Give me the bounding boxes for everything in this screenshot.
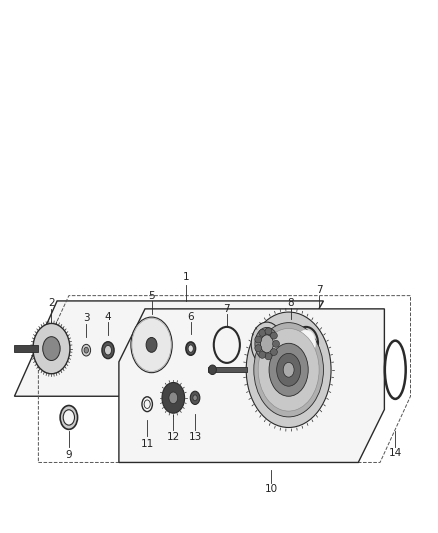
Ellipse shape: [102, 342, 114, 359]
Ellipse shape: [297, 330, 315, 357]
Ellipse shape: [169, 392, 178, 403]
Ellipse shape: [216, 330, 237, 359]
Circle shape: [265, 353, 272, 360]
Ellipse shape: [146, 337, 157, 352]
Ellipse shape: [251, 322, 283, 366]
Circle shape: [259, 329, 266, 336]
Text: 6: 6: [187, 312, 194, 322]
Text: 3: 3: [83, 313, 89, 324]
Ellipse shape: [193, 395, 197, 401]
Ellipse shape: [186, 342, 195, 355]
Circle shape: [255, 336, 262, 343]
Ellipse shape: [283, 362, 294, 377]
Text: 2: 2: [48, 297, 55, 308]
Circle shape: [272, 341, 279, 348]
Ellipse shape: [255, 327, 279, 360]
Ellipse shape: [43, 337, 60, 360]
Text: 9: 9: [66, 449, 72, 459]
Polygon shape: [14, 345, 38, 352]
Ellipse shape: [254, 322, 323, 417]
Text: 4: 4: [105, 312, 111, 322]
Polygon shape: [14, 301, 323, 396]
Ellipse shape: [105, 345, 112, 355]
Circle shape: [270, 332, 277, 339]
Ellipse shape: [258, 328, 319, 411]
Circle shape: [265, 328, 272, 335]
Ellipse shape: [144, 400, 150, 408]
Text: 7: 7: [223, 304, 230, 314]
Ellipse shape: [208, 365, 216, 375]
Text: 14: 14: [389, 448, 402, 458]
Text: 5: 5: [148, 290, 155, 301]
Ellipse shape: [277, 353, 300, 386]
Text: 13: 13: [188, 432, 201, 442]
Circle shape: [270, 349, 277, 356]
Ellipse shape: [63, 410, 74, 425]
Text: 1: 1: [183, 272, 190, 282]
Text: 11: 11: [141, 439, 154, 449]
Ellipse shape: [190, 391, 200, 405]
Ellipse shape: [131, 317, 172, 373]
Ellipse shape: [260, 335, 273, 353]
Text: 8: 8: [287, 297, 294, 308]
Text: 7: 7: [316, 285, 322, 295]
Text: 12: 12: [167, 432, 180, 442]
Ellipse shape: [269, 343, 308, 396]
Polygon shape: [119, 309, 385, 463]
Circle shape: [255, 345, 262, 352]
Polygon shape: [208, 367, 247, 373]
Circle shape: [259, 351, 266, 358]
Ellipse shape: [188, 345, 193, 352]
Ellipse shape: [246, 312, 331, 427]
Ellipse shape: [388, 349, 403, 391]
Ellipse shape: [84, 348, 88, 353]
Ellipse shape: [82, 344, 91, 356]
Ellipse shape: [162, 383, 185, 413]
Text: 10: 10: [265, 484, 278, 494]
Ellipse shape: [33, 324, 70, 374]
Ellipse shape: [60, 406, 78, 430]
